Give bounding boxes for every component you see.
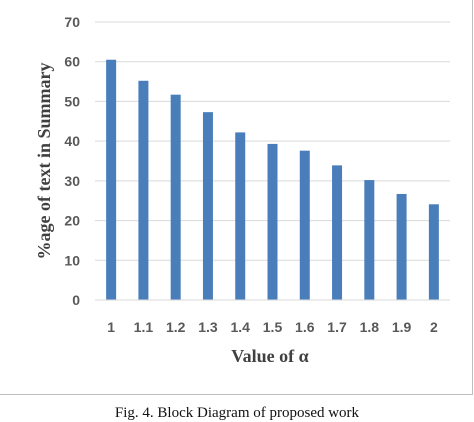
y-tick-label: 70: [64, 14, 80, 30]
x-tick-label: 1.1: [134, 319, 154, 335]
x-tick-label: 1.9: [392, 319, 412, 335]
x-axis-label: Value of α: [231, 346, 308, 366]
x-tick-label: 1.7: [327, 319, 347, 335]
bar-chart: 0 10 20 30 40 50 60 70 1 1.1 1.2 1.3 1.4 1.5 1.6 1.7 1.…: [34, 14, 450, 366]
x-tick-label: 1.2: [166, 319, 186, 335]
y-axis-ticks: 0 10 20 30 40 50 60 70: [64, 14, 80, 308]
x-tick-label: 1.8: [360, 319, 380, 335]
y-tick-label: 40: [64, 133, 80, 149]
x-tick-label: 1.5: [263, 319, 283, 335]
bar-1.6: [299, 150, 310, 300]
x-tick-label: 2: [430, 319, 438, 335]
bar-1.2: [170, 94, 181, 300]
x-tick-label: 1.4: [230, 319, 250, 335]
bar-1.8: [364, 180, 375, 300]
bar-1.5: [267, 143, 278, 300]
bar-1.4: [235, 132, 246, 300]
y-tick-label: 20: [64, 213, 80, 229]
y-tick-label: 30: [64, 173, 80, 189]
bars: [106, 59, 439, 300]
bar-1.9: [396, 193, 407, 300]
x-tick-label: 1: [107, 319, 115, 335]
bar-2: [428, 204, 439, 300]
bar-1.7: [332, 165, 343, 300]
y-tick-label: 10: [64, 252, 80, 268]
y-tick-label: 50: [64, 93, 80, 109]
figure-caption: Fig. 4. Block Diagram of proposed work: [114, 405, 360, 421]
y-tick-label: 0: [72, 292, 80, 308]
x-tick-label: 1.6: [295, 319, 315, 335]
bar-1: [106, 59, 117, 300]
y-tick-label: 60: [64, 54, 80, 70]
bar-1.1: [138, 80, 149, 300]
x-axis-ticks: 1 1.1 1.2 1.3 1.4 1.5 1.6 1.7 1.8 1.9 2: [107, 319, 438, 335]
y-axis-label: %age of text in Summary: [34, 63, 54, 260]
chart-frame: 0 10 20 30 40 50 60 70 1 1.1 1.2 1.3 1.4 1.5 1.6 1.7 1.…: [0, 0, 473, 395]
x-tick-label: 1.3: [198, 319, 218, 335]
bar-1.3: [202, 112, 213, 300]
